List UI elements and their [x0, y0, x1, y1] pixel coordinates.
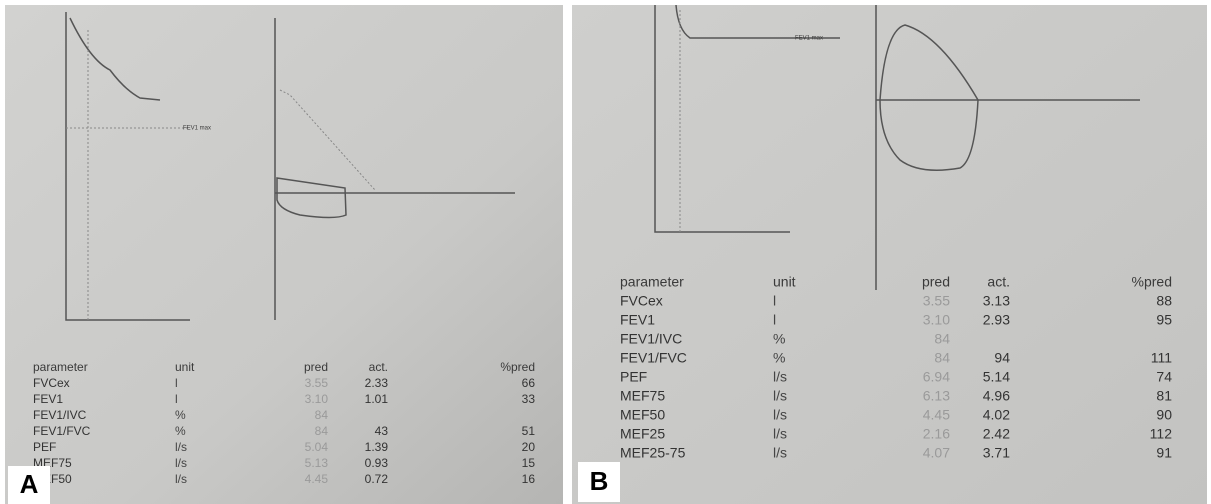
table-cell: 33 — [522, 392, 536, 406]
table-cell: 3.55 — [923, 293, 950, 309]
column-header: parameter — [33, 360, 88, 374]
table-cell: 84 — [315, 424, 329, 438]
table-cell: l — [773, 312, 776, 328]
table-cell: 51 — [522, 424, 536, 438]
table-cell: l/s — [175, 440, 187, 454]
table-cell: 3.13 — [983, 293, 1010, 309]
table-cell: 90 — [1156, 407, 1172, 423]
table-cell: % — [773, 331, 785, 347]
table-cell: 2.33 — [365, 376, 389, 390]
panel-label: B — [590, 466, 609, 496]
panel-label: A — [20, 469, 39, 499]
table-cell: FEV1 — [33, 392, 63, 406]
column-header: %pred — [1132, 274, 1172, 290]
table-cell: % — [773, 350, 785, 366]
column-header: pred — [922, 274, 950, 290]
table-cell: 1.01 — [365, 392, 389, 406]
table-cell: FEV1 — [620, 312, 655, 328]
table-cell: 111 — [1151, 350, 1172, 366]
table-cell: 5.13 — [305, 456, 329, 470]
table-cell: FEV1/FVC — [33, 424, 91, 438]
annotation: FEV1 max — [183, 126, 211, 132]
table-cell: l/s — [773, 445, 787, 461]
figure-svg: FEV1 max FEV1 max parameter unit pred act.%… — [0, 0, 1211, 504]
table-cell: MEF50 — [620, 407, 665, 423]
table-cell: l/s — [773, 426, 787, 442]
table-cell: 84 — [934, 331, 950, 347]
table-cell: 66 — [522, 376, 536, 390]
table-cell: 43 — [375, 424, 389, 438]
column-header: parameter — [620, 274, 684, 290]
table-cell: FVCex — [33, 376, 70, 390]
table-cell: FEV1/IVC — [33, 408, 87, 422]
table-cell: MEF75 — [620, 388, 665, 404]
table-cell: 3.10 — [305, 392, 329, 406]
table-cell: 4.45 — [923, 407, 950, 423]
table-cell: 95 — [1156, 312, 1172, 328]
table-cell: 3.10 — [923, 312, 950, 328]
table-cell: 84 — [934, 350, 950, 366]
table-cell: 0.93 — [365, 456, 389, 470]
table-cell: l — [175, 392, 178, 406]
table-cell: % — [175, 424, 186, 438]
table-cell: 4.96 — [983, 388, 1010, 404]
table-cell: 91 — [1156, 445, 1172, 461]
table-cell: 6.13 — [923, 388, 950, 404]
table-cell: l/s — [773, 407, 787, 423]
table-cell: 0.72 — [365, 472, 389, 486]
figure: FEV1 max FEV1 max parameter unit pred act.%… — [0, 0, 1211, 504]
annotation: FEV1 max — [795, 36, 823, 42]
table-cell: 1.39 — [365, 440, 389, 454]
table-cell: 84 — [315, 408, 329, 422]
table-cell: FVCex — [620, 293, 663, 309]
table-cell: 4.02 — [983, 407, 1010, 423]
table-cell: 16 — [522, 472, 536, 486]
table-cell: 15 — [522, 456, 536, 470]
table-cell: 3.71 — [983, 445, 1010, 461]
table-cell: 3.55 — [305, 376, 329, 390]
table-cell: 88 — [1156, 293, 1172, 309]
table-cell: l — [773, 293, 776, 309]
column-header: %pred — [500, 360, 535, 374]
table-cell: l/s — [175, 472, 187, 486]
table-cell: MEF25-75 — [620, 445, 686, 461]
table-cell: % — [175, 408, 186, 422]
table-cell: 81 — [1156, 388, 1172, 404]
column-header: unit — [773, 274, 796, 290]
table-cell: FEV1/IVC — [620, 331, 682, 347]
table-cell: 20 — [522, 440, 536, 454]
table-cell: 2.16 — [923, 426, 950, 442]
table-cell: 5.04 — [305, 440, 329, 454]
panel-b-bg — [572, 5, 1207, 504]
table-cell: 94 — [994, 350, 1010, 366]
table-cell: l/s — [773, 369, 787, 385]
table-cell: 2.42 — [983, 426, 1010, 442]
column-header: unit — [175, 360, 195, 374]
table-cell: MEF25 — [620, 426, 665, 442]
table-cell: 4.45 — [305, 472, 329, 486]
table-cell: 5.14 — [983, 369, 1010, 385]
table-cell: FEV1/FVC — [620, 350, 687, 366]
table-cell: PEF — [620, 369, 647, 385]
table-cell: 4.07 — [923, 445, 950, 461]
table-cell: PEF — [33, 440, 56, 454]
table-cell: l/s — [773, 388, 787, 404]
table-cell: 6.94 — [923, 369, 950, 385]
table-cell: 74 — [1156, 369, 1172, 385]
table-cell: 2.93 — [983, 312, 1010, 328]
table-cell: l/s — [175, 456, 187, 470]
table-cell: 112 — [1150, 426, 1173, 442]
table-cell: l — [175, 376, 178, 390]
column-header: act. — [369, 360, 388, 374]
column-header: act. — [987, 274, 1010, 290]
column-header: pred — [304, 360, 328, 374]
